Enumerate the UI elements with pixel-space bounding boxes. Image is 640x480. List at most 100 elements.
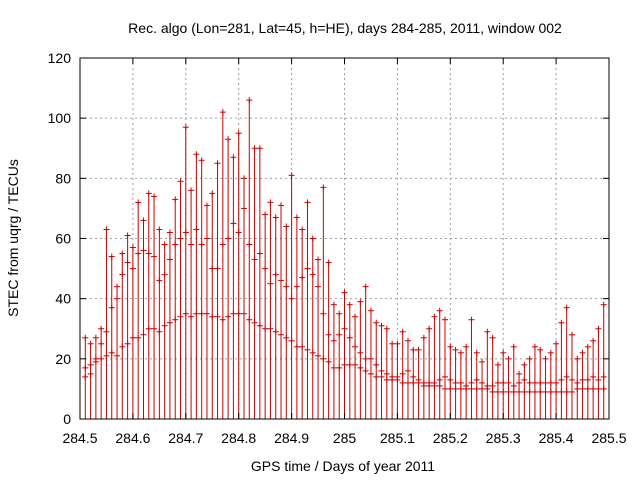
data-point [278,277,285,284]
data-point [98,325,105,332]
data-point [188,241,195,248]
data-point [129,265,136,272]
data-point [145,250,152,257]
data-point [299,274,306,281]
data-point [172,316,179,323]
data-point [410,346,417,353]
data-point [362,355,369,362]
data-point [383,370,390,377]
data-point [251,256,258,263]
data-point [595,376,602,383]
data-point [537,346,544,353]
data-point [114,352,121,359]
data-point [288,337,295,344]
x-tick-label: 285.4 [539,430,574,446]
data-point [309,349,316,356]
data-point [246,316,253,323]
data-point [346,361,353,368]
y-tick-label: 0 [63,411,71,427]
data-point [320,310,327,317]
data-point [489,382,496,389]
data-point [457,349,464,356]
data-point [230,154,237,161]
data-point [151,253,158,260]
data-point [108,349,115,356]
data-point [129,334,136,341]
data-point [166,229,173,236]
data-point [542,379,549,386]
data-point [579,376,586,383]
data-point [404,367,411,374]
data-point [426,325,433,332]
data-point [124,340,131,347]
data-point [394,376,401,383]
data-point [367,370,374,377]
data-point [325,358,332,365]
data-point [352,313,359,320]
data-point [299,343,306,350]
data-point [362,367,369,374]
data-point [521,388,528,395]
data-point [114,283,121,290]
data-point [114,295,121,302]
data-point [547,379,554,386]
data-point [389,376,396,383]
data-point [309,271,316,278]
data-point [574,379,581,386]
data-point [336,310,343,317]
data-point [256,250,263,257]
data-point [124,259,131,266]
data-point [278,202,285,209]
data-point [367,307,374,314]
data-point [315,283,322,290]
data-point [516,379,523,386]
data-point [526,379,533,386]
x-tick-label: 285.2 [433,430,468,446]
data-point [479,358,486,365]
data-point [341,361,348,368]
data-points [82,97,607,395]
data-point [563,304,570,311]
data-point [272,214,279,221]
data-point [479,385,486,392]
data-point [500,349,507,356]
data-point [198,241,205,248]
data-point [209,190,216,197]
data-point [325,259,332,266]
data-point [272,328,279,335]
data-point [156,226,163,233]
data-point [420,382,427,389]
data-point [489,334,496,341]
data-point [584,376,591,383]
data-point [182,124,189,131]
data-point [161,322,168,329]
data-point [595,325,602,332]
data-point [426,382,433,389]
data-point [193,151,200,158]
data-point [82,364,89,371]
data-point [315,256,322,263]
data-point [558,388,565,395]
data-point [558,319,565,326]
data-point [103,352,110,359]
data-point [230,310,237,317]
data-point [447,343,454,350]
data-point [193,310,200,317]
data-point [431,313,438,320]
data-point [410,379,417,386]
data-point [399,370,406,377]
data-point [177,235,184,242]
data-point [521,361,528,368]
data-point [378,367,385,374]
data-point [140,247,147,254]
data-point [367,355,374,362]
data-point [203,235,210,242]
data-point [140,217,147,224]
data-point [315,352,322,359]
data-point [177,313,184,320]
data-point [103,328,110,335]
data-point [225,136,232,143]
data-point [362,283,369,290]
data-point [87,370,94,377]
data-point [547,349,554,356]
